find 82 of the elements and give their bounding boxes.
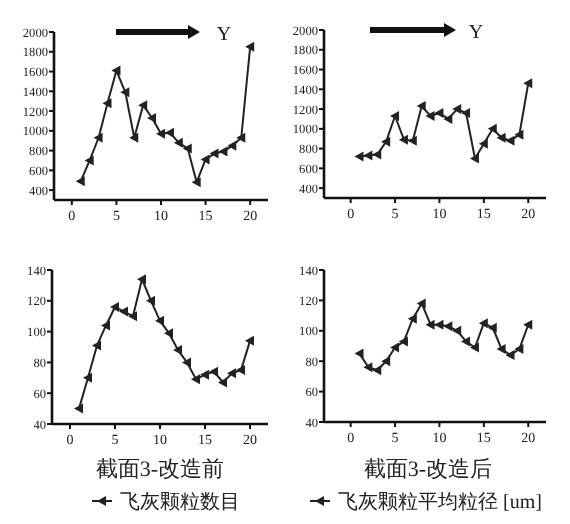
point [218,146,228,157]
point [398,134,408,145]
text: 截面3-改造后 [363,456,493,482]
point [93,132,103,143]
point [363,150,373,161]
point [218,377,227,388]
point [487,322,497,333]
point [164,328,173,339]
point [363,362,373,373]
point [191,374,200,385]
point [182,357,191,368]
point [452,325,462,336]
point [461,108,471,119]
point [92,340,101,351]
point [372,149,382,160]
point [200,369,209,380]
annotation: Y [216,24,232,46]
point [461,336,471,347]
point [227,140,237,151]
point [469,342,479,353]
point [452,104,462,115]
point [469,153,479,164]
point [425,110,435,121]
point [236,365,245,376]
point [381,136,391,147]
point [156,128,165,139]
point [478,318,488,329]
legend-label: 飞灰颗粒数目 [120,492,240,514]
point [443,113,453,124]
point [245,335,254,346]
point [164,127,174,138]
point [407,313,417,324]
point [514,129,524,140]
point [496,132,506,143]
point [147,112,157,123]
point [84,155,94,166]
point [398,336,408,347]
point [416,298,426,309]
point [209,148,219,159]
point [416,101,426,112]
point [209,366,218,377]
point [191,177,201,188]
point [354,348,364,359]
annotation: Y [468,22,484,44]
point [137,274,146,285]
point [381,356,391,367]
point [110,301,119,312]
point [101,320,110,331]
point [372,365,382,376]
point [128,311,137,322]
point [111,65,121,76]
point [102,98,112,109]
point [75,176,85,187]
point [182,143,192,154]
point [236,132,246,143]
point [407,135,417,146]
text: 截面3-改造前 [95,456,225,482]
point [200,154,210,165]
point [514,344,524,355]
point [354,151,364,162]
point [523,78,533,89]
point [173,137,183,148]
point [425,319,435,330]
point [119,306,128,317]
point [487,123,497,134]
point [74,403,83,414]
point [496,344,506,355]
point [155,315,164,326]
point [434,319,444,330]
point [390,342,400,353]
point [478,138,488,149]
point [443,321,453,332]
point [146,295,155,306]
point [390,110,400,121]
point [245,41,255,52]
point [120,87,130,98]
point [138,100,148,111]
legend-label: 飞灰颗粒平均粒径 [um] [338,490,542,514]
point [129,132,139,143]
point [227,368,236,379]
point [523,319,533,330]
point [83,372,92,383]
